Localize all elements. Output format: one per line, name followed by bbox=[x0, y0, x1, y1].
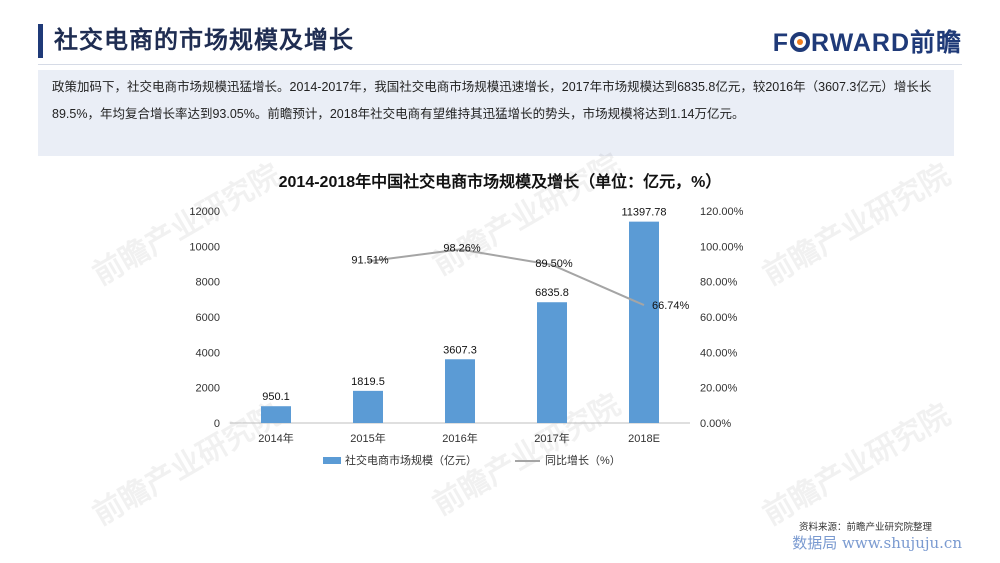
growth-line bbox=[367, 248, 645, 307]
x-tick-label: 2014年 bbox=[258, 431, 293, 445]
bar bbox=[629, 221, 659, 423]
logo-text-b: RWARD前瞻 bbox=[811, 29, 962, 57]
bar-value-label: 3607.3 bbox=[443, 344, 477, 356]
source-note: 资料来源：前瞻产业研究院整理 bbox=[798, 522, 932, 533]
x-tick-label: 2017年 bbox=[534, 431, 569, 445]
y-right-tick-label: 40.00% bbox=[700, 347, 738, 359]
bar-value-label: 11397.78 bbox=[621, 207, 666, 219]
y-axis-left: 0 2000 4000 6000 8000 10000 12000 bbox=[189, 206, 220, 430]
y-left-tick-label: 6000 bbox=[196, 312, 220, 324]
header-divider bbox=[38, 64, 962, 65]
x-tick-label: 2018E bbox=[628, 433, 660, 445]
y-right-tick-label: 100.00% bbox=[700, 241, 744, 253]
bar-value-label: 950.1 bbox=[262, 391, 290, 403]
bar bbox=[445, 359, 475, 423]
y-left-tick-label: 10000 bbox=[189, 241, 220, 253]
y-left-tick-label: 2000 bbox=[196, 383, 220, 395]
page-title: 社交电商的市场规模及增长 bbox=[54, 27, 354, 54]
x-tick-label: 2015年 bbox=[350, 431, 385, 445]
y-left-tick-label: 8000 bbox=[196, 277, 220, 289]
bar-value-label: 1819.5 bbox=[351, 376, 385, 388]
forward-logo: F RWARD前瞻 bbox=[773, 28, 962, 58]
site-watermark: 数据局 www.shujuju.cn bbox=[792, 534, 962, 552]
y-left-tick-label: 0 bbox=[214, 418, 220, 430]
y-axis-right: 0.00% 20.00% 40.00% 60.00% 80.00% 100.00% 120.… bbox=[700, 206, 744, 430]
line-value-label: 66.74% bbox=[652, 300, 690, 312]
y-left-tick-label: 12000 bbox=[189, 206, 220, 218]
bar bbox=[261, 406, 291, 423]
logo-o-icon bbox=[790, 32, 811, 52]
x-axis: 2014年 2015年 2016年 2017年 2018E bbox=[230, 422, 690, 445]
y-right-tick-label: 60.00% bbox=[700, 312, 738, 324]
line-value-label: 91.51% bbox=[351, 254, 389, 266]
y-right-tick-label: 0.00% bbox=[700, 418, 731, 430]
y-right-tick-label: 20.00% bbox=[700, 383, 738, 395]
line-value-label: 89.50% bbox=[535, 258, 573, 270]
y-left-tick-label: 4000 bbox=[196, 347, 220, 359]
bar bbox=[353, 390, 383, 423]
summary-text: 政策加码下，社交电商市场规模迅猛增长。2014-2017年，我国社交电商市场规模… bbox=[38, 70, 954, 156]
bar-value-label: 6835.8 bbox=[535, 287, 569, 299]
y-right-tick-label: 80.00% bbox=[700, 277, 738, 289]
line-series bbox=[367, 248, 645, 307]
chart-title: 2014-2018年中国社交电商市场规模及增长（单位：亿元，%） bbox=[278, 174, 722, 191]
legend-line-label: 同比增长（%） bbox=[545, 453, 621, 467]
bar-series bbox=[261, 221, 659, 423]
x-tick-label: 2016年 bbox=[442, 431, 477, 445]
bar bbox=[537, 302, 567, 423]
title-accent-bar bbox=[38, 24, 43, 58]
legend: 社交电商市场规模（亿元） 同比增长（%） bbox=[323, 453, 621, 467]
data-labels: 950.1 1819.5 3607.3 6835.8 11397.78 91.51% 98.… bbox=[262, 207, 689, 404]
legend-bar-swatch bbox=[323, 457, 341, 464]
logo-text-a: F bbox=[772, 29, 790, 57]
y-right-tick-label: 120.00% bbox=[700, 206, 744, 218]
legend-bar-label: 社交电商市场规模（亿元） bbox=[345, 453, 477, 467]
line-value-label: 98.26% bbox=[443, 242, 481, 254]
